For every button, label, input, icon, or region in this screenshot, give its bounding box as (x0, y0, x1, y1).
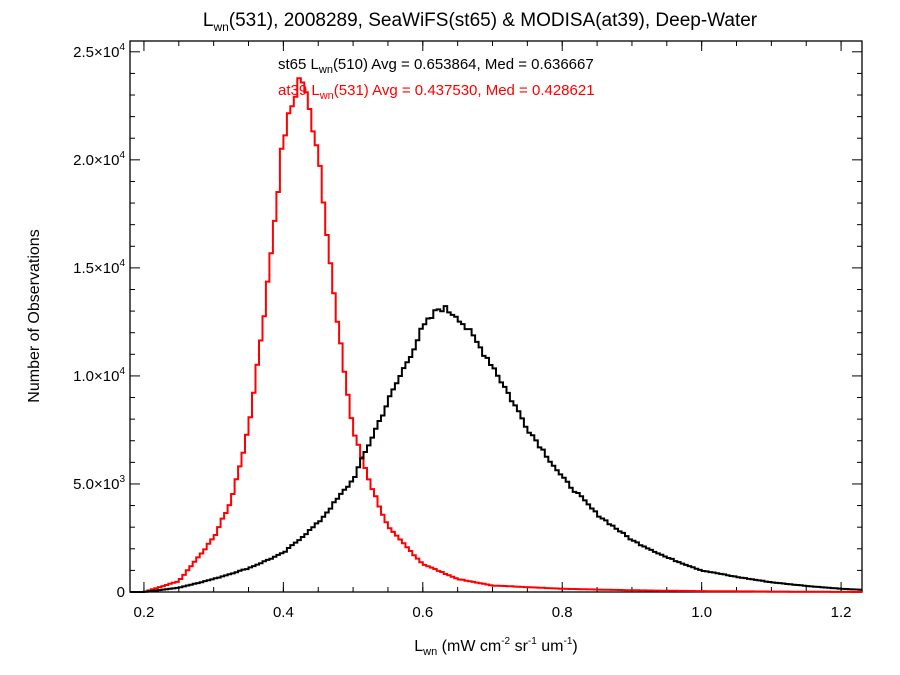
x-tick-label: 1.2 (831, 604, 852, 621)
x-tick-label: 0.6 (412, 604, 433, 621)
y-tick-label: 5.0×103 (73, 474, 125, 493)
x-axis-label: Lwn (mW cm-2 sr-1 um-1) (414, 636, 577, 658)
y-tick-label: 1.5×104 (73, 258, 125, 277)
x-tick-label: 0.2 (134, 604, 155, 621)
y-tick-label: 1.0×104 (73, 366, 125, 385)
axis-ticks: 0.2 0.4 0.6 0.8 1.0 1.2 0 5.0×103 1.0×104 1.5×104… (73, 41, 862, 621)
y-tick-label: 2.5×104 (73, 42, 125, 61)
plot-frame (129, 40, 863, 593)
y-tick-label: 0 (117, 584, 125, 601)
chart-title: Lwn(531), 2008289, SeaWiFS(st65) & MODIS… (203, 10, 758, 34)
annotation-at39: at39 Lwn(531) Avg = 0.437530, Med = 0.42… (278, 82, 595, 102)
series-at39-histogram (130, 77, 862, 593)
series-layer (130, 77, 862, 593)
x-tick-label: 0.8 (552, 604, 573, 621)
x-tick-label: 1.0 (691, 604, 712, 621)
series-st65-histogram (130, 305, 862, 593)
y-axis-label: Number of Observations (26, 229, 43, 402)
x-tick-label: 0.4 (273, 604, 294, 621)
annotation-st65: st65 Lwn(510) Avg = 0.653864, Med = 0.63… (278, 56, 594, 76)
y-tick-label: 2.0×104 (73, 150, 125, 169)
